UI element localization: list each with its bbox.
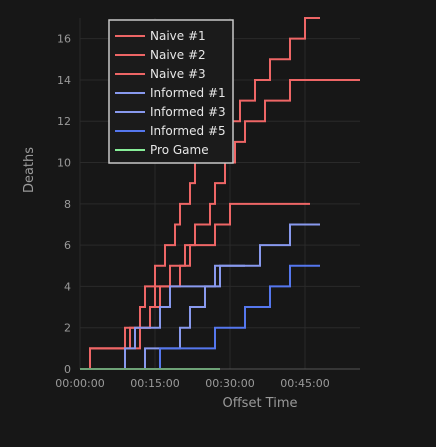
y-tick-label: 6 <box>64 239 71 252</box>
x-axis-title: Offset Time <box>222 396 297 411</box>
legend-entry: Pro Game <box>115 143 209 157</box>
y-tick-label: 2 <box>64 322 71 335</box>
legend-label: Informed #5 <box>150 124 226 138</box>
legend-label: Naive #3 <box>150 67 206 81</box>
legend-label: Naive #1 <box>150 29 206 43</box>
y-tick-label: 10 <box>57 157 71 170</box>
y-tick-label: 4 <box>64 280 71 293</box>
series-line <box>80 264 320 370</box>
series-line <box>80 223 320 370</box>
y-tick-label: 12 <box>57 115 71 128</box>
x-tick-label: 00:00:00 <box>55 377 104 390</box>
legend-items: Naive #1 Naive #2 Naive #3 Informed #1 Infor… <box>115 29 226 157</box>
legend-label: Informed #3 <box>150 105 226 119</box>
legend-entry: Naive #2 <box>115 48 206 62</box>
legend-box <box>108 19 234 164</box>
legend-label: Naive #2 <box>150 48 206 62</box>
legend-label: Informed #1 <box>150 86 226 100</box>
legend-entry: Naive #1 <box>115 29 206 43</box>
legend-entry: Informed #5 <box>115 124 226 138</box>
x-tick-labels: 00:00:00 00:15:00 00:30:00 00:45:00 <box>55 377 329 390</box>
series-line <box>80 17 320 370</box>
y-tick-label: 8 <box>64 198 71 211</box>
y-axis-title: Deaths <box>22 147 37 193</box>
axes: 00:00:00 00:15:00 00:30:00 00:45:00 0 2 4 6 8 10… <box>22 33 360 411</box>
y-tick-label: 0 <box>64 363 71 376</box>
legend-entry: Informed #1 <box>115 86 226 100</box>
series-line <box>80 264 245 370</box>
x-tick-label: 00:15:00 <box>130 377 179 390</box>
y-tick-labels: 0 2 4 6 8 10 12 14 16 <box>57 33 71 376</box>
legend: Naive #1 Naive #2 Naive #3 Informed #1 Infor… <box>108 19 234 164</box>
series-lines <box>80 17 360 370</box>
x-tick-label: 00:30:00 <box>205 377 254 390</box>
legend-entry: Naive #3 <box>115 67 206 81</box>
legend-label: Pro Game <box>150 143 209 157</box>
y-tick-label: 16 <box>57 33 71 46</box>
y-tick-label: 14 <box>57 74 71 87</box>
x-tick-label: 00:45:00 <box>280 377 329 390</box>
legend-entry: Informed #3 <box>115 105 226 119</box>
